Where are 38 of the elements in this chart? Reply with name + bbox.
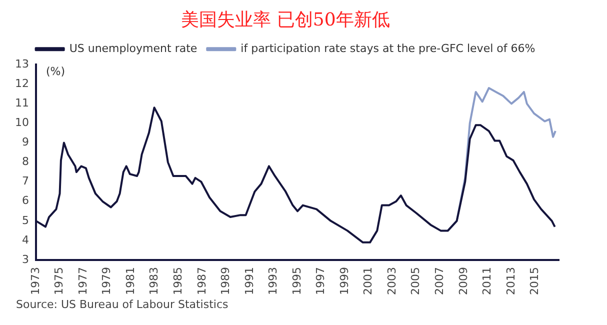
- y-tick-label: 12: [14, 77, 29, 90]
- x-tick-label: 1973: [28, 267, 42, 296]
- x-tick-label: 2001: [362, 267, 375, 296]
- y-tick-label: 8: [22, 155, 29, 168]
- x-tick-label: 2005: [409, 267, 422, 296]
- y-tick-label: 4: [22, 233, 29, 246]
- source-note: Source: US Bureau of Labour Statistics: [16, 298, 230, 311]
- x-tick-label: 1987: [195, 267, 208, 296]
- x-tick-label: 1999: [338, 267, 351, 296]
- chart-title: 美国失业率 已创50年新低: [181, 9, 390, 30]
- legend-label: if participation rate stays at the pre-GFC level of 66%: [240, 42, 536, 55]
- x-tick-label: 1985: [171, 267, 184, 296]
- x-tick-label: 2009: [456, 267, 470, 296]
- y-tick-label: 11: [14, 96, 29, 110]
- y-tick-label: 9: [22, 136, 29, 149]
- x-tick-label: 1991: [242, 267, 256, 296]
- y-tick-label: 10: [14, 116, 29, 130]
- x-tick-label: 1983: [148, 267, 161, 296]
- y-tick-label: 13: [14, 57, 29, 70]
- y-axis-title: (%): [46, 64, 66, 78]
- x-tick-label: 2015: [528, 267, 542, 296]
- x-tick-label: 1995: [290, 267, 304, 296]
- y-tick-label: 7: [22, 174, 29, 188]
- x-tick-label: 1979: [100, 267, 114, 296]
- x-tick-label: 2007: [432, 267, 446, 296]
- y-tick-label: 6: [22, 194, 29, 208]
- x-tick-label: 2013: [504, 267, 518, 296]
- x-tick-label: 1993: [266, 267, 280, 296]
- x-tick-label: 1981: [124, 267, 137, 296]
- y-tick-label: 5: [22, 214, 29, 227]
- x-tick-label: 2003: [385, 267, 398, 296]
- x-tick-label: 1975: [52, 267, 66, 296]
- x-tick-label: 2011: [480, 267, 494, 296]
- x-tick-label: 1997: [314, 267, 328, 296]
- x-tick-label: 1989: [219, 267, 232, 296]
- y-tick-label: 3: [22, 252, 29, 266]
- legend-label: US unemployment rate: [69, 42, 198, 55]
- x-tick-label: 1977: [76, 267, 90, 296]
